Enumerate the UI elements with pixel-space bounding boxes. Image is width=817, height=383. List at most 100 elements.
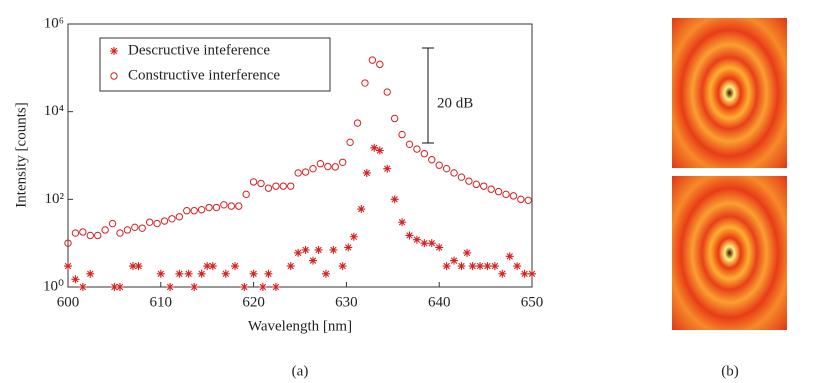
point (231, 262, 239, 270)
point (506, 252, 514, 260)
point (344, 243, 352, 251)
point (528, 270, 536, 278)
point (357, 205, 365, 213)
point (376, 147, 384, 155)
point (64, 262, 72, 270)
point (87, 232, 93, 238)
point (240, 283, 248, 291)
y-tick-label: 10⁰ (43, 278, 64, 294)
point (176, 214, 182, 220)
point (72, 230, 78, 236)
point (363, 169, 371, 177)
point (521, 270, 529, 278)
point (295, 170, 301, 176)
point (414, 146, 420, 152)
point (322, 270, 330, 278)
point (175, 270, 183, 278)
point (377, 61, 383, 67)
point (206, 204, 212, 210)
point (191, 208, 197, 214)
point (391, 195, 399, 203)
point (221, 202, 227, 208)
point (488, 186, 494, 192)
point (135, 262, 143, 270)
point (339, 262, 347, 270)
point (391, 115, 397, 121)
y-axis-label: Intensity [counts] (13, 102, 29, 207)
point (429, 157, 435, 163)
point (132, 224, 138, 230)
point (362, 80, 368, 86)
point (325, 163, 331, 169)
point (222, 270, 230, 278)
bracket (422, 48, 434, 143)
point (498, 270, 506, 278)
x-tick-label: 610 (150, 294, 173, 310)
point (185, 270, 193, 278)
point (481, 183, 487, 189)
point (420, 239, 428, 247)
image-top (672, 18, 787, 168)
point (302, 169, 308, 175)
point (354, 120, 360, 126)
point (350, 233, 358, 241)
point (406, 141, 412, 147)
point (280, 183, 286, 189)
point (309, 257, 317, 265)
point (473, 181, 479, 187)
point (525, 197, 531, 203)
point (154, 220, 160, 226)
point (383, 165, 391, 173)
point (250, 270, 258, 278)
point (169, 216, 175, 222)
point (483, 262, 491, 270)
point (273, 183, 279, 189)
point (146, 219, 152, 225)
x-tick-label: 630 (335, 294, 358, 310)
point (469, 262, 477, 270)
figure: Wavelength [nm] Intensity [counts] Descr… (0, 0, 817, 383)
point (166, 283, 174, 291)
point (513, 262, 521, 270)
y-tick-label: 10⁴ (44, 103, 64, 119)
x-axis-label: Wavelength [nm] (248, 318, 352, 334)
image-bottom (672, 176, 787, 330)
point (86, 270, 94, 278)
point (259, 283, 267, 291)
point (413, 236, 421, 244)
point (503, 191, 509, 197)
point (491, 262, 499, 270)
point (317, 161, 323, 167)
point (258, 180, 264, 186)
point (184, 208, 190, 214)
point (518, 196, 524, 202)
point (399, 131, 405, 137)
caption: (b) (721, 363, 739, 379)
point (80, 229, 86, 235)
x-tick-label: 640 (428, 294, 451, 310)
point (157, 270, 165, 278)
point (457, 262, 465, 270)
point (495, 188, 501, 194)
point (139, 225, 145, 231)
point (102, 227, 108, 233)
point (302, 246, 310, 254)
point (347, 139, 353, 145)
point (339, 159, 345, 165)
point (398, 218, 406, 226)
point (287, 262, 295, 270)
point (265, 185, 271, 191)
caption: (a) (292, 363, 309, 379)
point (384, 89, 390, 95)
point (71, 275, 79, 283)
point (332, 164, 338, 170)
point (124, 227, 130, 233)
point (476, 262, 484, 270)
point (117, 230, 123, 236)
point (250, 179, 256, 185)
point (79, 283, 87, 291)
legend-label: Constructive interference (128, 67, 280, 83)
point (329, 246, 337, 254)
point (466, 178, 472, 184)
y-tick-label: 10⁶ (44, 15, 64, 31)
